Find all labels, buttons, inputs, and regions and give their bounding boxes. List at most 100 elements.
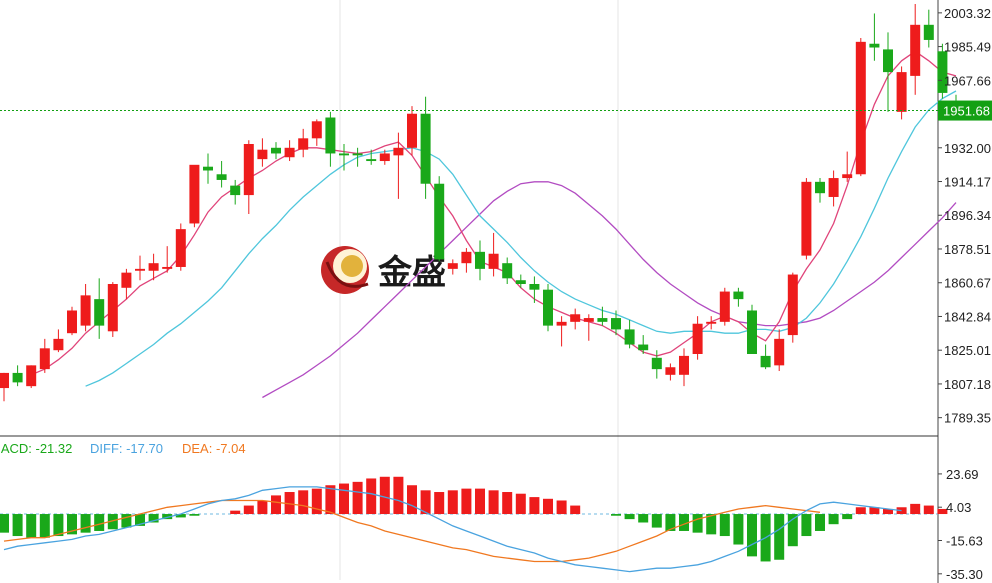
macd-bar (638, 514, 649, 523)
macd-bar (719, 514, 730, 537)
candle (339, 144, 349, 171)
macd-bar (379, 476, 390, 515)
price-tick-label: 2003.32 (944, 6, 991, 21)
macd-bar (298, 490, 309, 515)
macd-bar (706, 514, 717, 535)
candle (923, 9, 934, 48)
candle-body (883, 49, 893, 73)
candle (475, 240, 485, 281)
candle-body (434, 183, 445, 260)
candle (597, 306, 608, 326)
macd-bar (801, 514, 812, 537)
candle-body (80, 295, 91, 326)
macd-bar (366, 478, 377, 515)
macd-tick-label: 4.03 (946, 500, 971, 515)
candle-body (298, 138, 309, 150)
candle (570, 308, 581, 330)
candle (67, 306, 77, 336)
candle (135, 255, 145, 281)
macd-bar (311, 488, 322, 515)
macd-bar (12, 514, 23, 537)
macd-bar (257, 500, 268, 515)
candle (733, 287, 744, 307)
candle (787, 272, 798, 343)
candle (12, 365, 23, 387)
candle-body (624, 329, 635, 345)
macd-value-label: MACD: -21.32 (0, 441, 72, 456)
candle-body (706, 321, 717, 324)
candle (801, 178, 812, 260)
candle (515, 274, 526, 288)
candle-body (475, 251, 485, 269)
price-tick-label: 1914.17 (944, 175, 991, 190)
macd-bar (94, 514, 105, 531)
macd-bar (937, 508, 948, 515)
macd-bar (815, 514, 825, 531)
candle-body (502, 263, 513, 279)
macd-bar (447, 490, 458, 515)
candle (502, 257, 513, 284)
candle-body (719, 291, 730, 322)
candle (80, 284, 91, 332)
candle-body (162, 266, 173, 269)
candle-body (148, 263, 159, 271)
macd-bar (896, 507, 907, 515)
macd-bar (26, 514, 37, 538)
candle-body (420, 113, 431, 184)
macd-bar (624, 514, 635, 520)
candle (869, 13, 880, 61)
candle-body (611, 318, 621, 330)
watermark-text: 金盛 (377, 253, 446, 293)
macd-bar (651, 514, 662, 528)
candle-body (570, 314, 581, 322)
macd-bar (461, 488, 472, 515)
candle (53, 329, 64, 353)
macd-bar (543, 498, 553, 515)
macd-bar (393, 476, 404, 515)
candle-body (679, 355, 689, 375)
dea-line (3, 499, 821, 563)
candle (325, 111, 336, 167)
candle-body (284, 147, 295, 158)
macd-bar (502, 492, 513, 515)
diff-line (3, 486, 902, 573)
candle (107, 282, 118, 337)
candle-body (339, 153, 349, 156)
price-tick-label: 1789.35 (944, 411, 991, 426)
candle-body (121, 272, 132, 288)
macd-bar (475, 488, 485, 515)
macd-bar (107, 514, 118, 530)
ma10-line (85, 90, 957, 387)
candle (651, 350, 662, 379)
candle-body (747, 310, 757, 354)
candle-body (760, 355, 771, 368)
macd-bar (774, 514, 785, 560)
candle-body (67, 310, 77, 334)
macd-bar (39, 514, 50, 538)
candle (815, 178, 825, 203)
macd-bar (842, 514, 853, 520)
candle (243, 140, 254, 214)
macd-bar (611, 514, 621, 516)
macd-bar (434, 492, 445, 515)
macd-tick-label: 23.69 (946, 467, 979, 482)
candle (298, 128, 309, 158)
candle (543, 284, 553, 332)
candle-body (407, 113, 417, 148)
candle-body (230, 185, 241, 196)
candle-body (692, 323, 703, 354)
candle (828, 170, 839, 207)
candle-body (842, 174, 853, 179)
macd-legend: MACD: -21.32 DIFF: -17.70 DEA: -7.04 (0, 441, 246, 456)
candle-body (638, 344, 649, 351)
dea-value-label: DEA: -7.04 (182, 441, 246, 456)
macd-tick-label: -35.30 (946, 567, 983, 582)
candle-body (393, 147, 404, 156)
candle-body (53, 338, 64, 351)
macd-bar (787, 514, 798, 547)
ma20-line (262, 181, 957, 399)
candle-body (801, 181, 812, 256)
watermark: 金盛 (321, 246, 446, 294)
candle-body (39, 348, 50, 370)
